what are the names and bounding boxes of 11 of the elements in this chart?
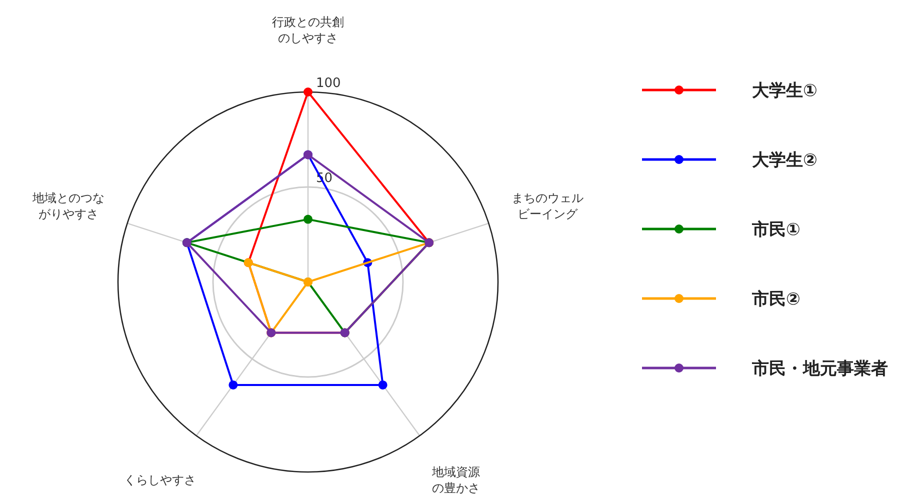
spoke-label: まちのウェルビーイング: [510, 190, 585, 222]
spoke-label: 地域とのつながりやすさ: [31, 190, 106, 222]
legend-label: 市民①: [751, 220, 800, 240]
legend-label: 大学生①: [752, 81, 818, 101]
legend-label: 市民・地元事業者: [751, 359, 888, 379]
spoke-label: 地域資源の豊かさ: [431, 464, 482, 496]
legend-label: 市民②: [751, 290, 800, 310]
legend-label: 大学生②: [752, 150, 818, 170]
y-tick-label: 100: [316, 76, 341, 91]
spoke-label: 行政との共創のしやすさ: [271, 14, 345, 46]
spoke-label: くらしやすさ: [122, 472, 197, 488]
